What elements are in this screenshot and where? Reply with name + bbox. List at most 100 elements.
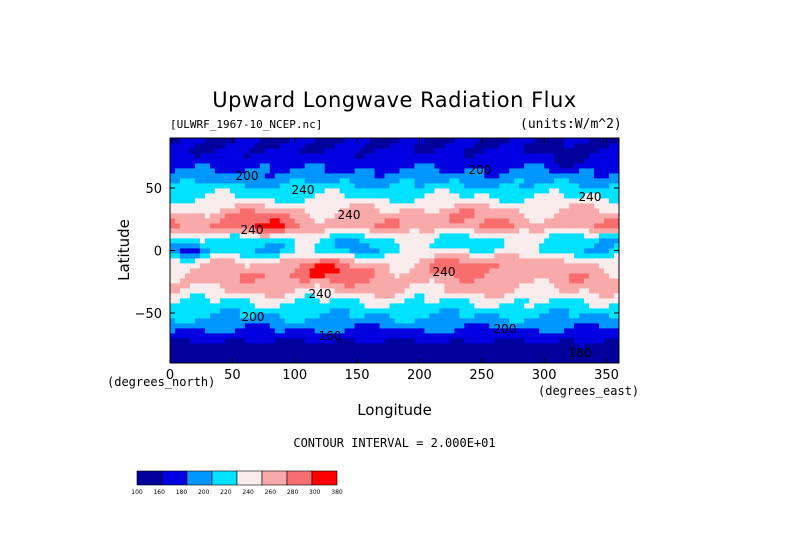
heatmap-cell	[239, 333, 246, 339]
heatmap-cell	[334, 313, 341, 319]
heatmap-cell	[409, 313, 415, 319]
heatmap-cell	[569, 358, 575, 364]
heatmap-cell	[319, 303, 326, 309]
heatmap-cell	[419, 183, 425, 189]
heatmap-cell	[569, 198, 575, 204]
heatmap-cell	[404, 233, 410, 239]
heatmap-cell	[444, 273, 450, 279]
heatmap-cell	[314, 328, 321, 334]
heatmap-cell	[394, 273, 400, 279]
heatmap-cell	[339, 163, 346, 169]
contour-label: 240	[579, 190, 602, 204]
heatmap-cell	[594, 298, 600, 304]
heatmap-cell	[509, 283, 515, 289]
heatmap-cell	[489, 233, 495, 239]
heatmap-cell	[359, 158, 365, 164]
heatmap-cell	[234, 278, 241, 284]
heatmap-cell	[584, 343, 590, 349]
heatmap-cell	[594, 268, 600, 274]
heatmap-cell	[424, 313, 430, 319]
heatmap-cell	[404, 333, 410, 339]
heatmap-cell	[509, 223, 515, 229]
heatmap-cell	[569, 273, 575, 279]
heatmap-cell	[170, 313, 176, 319]
heatmap-cell	[394, 218, 400, 224]
heatmap-cell	[509, 208, 515, 214]
heatmap-cell	[359, 238, 365, 244]
heatmap-cell	[524, 198, 530, 204]
heatmap-cell	[379, 283, 385, 289]
heatmap-cell	[494, 343, 500, 349]
heatmap-cell	[259, 163, 266, 169]
heatmap-cell	[514, 268, 520, 274]
heatmap-cell	[274, 173, 281, 179]
heatmap-cell	[219, 158, 226, 164]
heatmap-cell	[434, 333, 440, 339]
heatmap-cell	[414, 158, 420, 164]
heatmap-cell	[429, 158, 435, 164]
heatmap-cell	[404, 318, 410, 324]
heatmap-cell	[569, 183, 575, 189]
heatmap-cell	[349, 313, 355, 319]
heatmap-cell	[414, 273, 420, 279]
heatmap-cell	[454, 283, 460, 289]
heatmap-cell	[214, 233, 221, 239]
heatmap-cell	[279, 348, 286, 354]
heatmap-cell	[204, 168, 211, 174]
heatmap-cell	[289, 303, 296, 309]
heatmap-cell	[474, 178, 480, 184]
heatmap-cell	[479, 273, 485, 279]
heatmap-cell	[339, 223, 346, 229]
heatmap-cell	[184, 153, 191, 159]
heatmap-cell	[494, 258, 500, 264]
heatmap-cell	[284, 358, 291, 364]
heatmap-cell	[489, 223, 495, 229]
heatmap-cell	[179, 278, 186, 284]
heatmap-cell	[334, 248, 341, 254]
heatmap-cell	[249, 358, 256, 364]
heatmap-cell	[379, 138, 385, 144]
heatmap-cell	[569, 278, 575, 284]
heatmap-cell	[249, 153, 256, 159]
heatmap-cell	[219, 253, 226, 259]
heatmap-cell	[264, 333, 271, 339]
heatmap-cell	[194, 353, 201, 359]
heatmap-cell	[234, 298, 241, 304]
heatmap-cell	[199, 148, 206, 154]
heatmap-cell	[239, 243, 246, 249]
heatmap-cell	[459, 253, 465, 259]
heatmap-cell	[289, 338, 296, 344]
heatmap-cell	[524, 203, 530, 209]
heatmap-cell	[444, 318, 450, 324]
heatmap-cell	[229, 323, 236, 329]
heatmap-cell	[274, 338, 281, 344]
heatmap-cell	[174, 193, 181, 199]
heatmap-cell	[369, 253, 375, 259]
heatmap-cell	[274, 203, 281, 209]
heatmap-cell	[494, 168, 500, 174]
heatmap-cell	[339, 243, 346, 249]
heatmap-cell	[234, 228, 241, 234]
heatmap-cell	[374, 183, 380, 189]
heatmap-cell	[179, 293, 186, 299]
heatmap-cell	[499, 218, 505, 224]
heatmap-cell	[229, 193, 236, 199]
heatmap-cell	[294, 228, 301, 234]
heatmap-cell	[479, 323, 485, 329]
heatmap-cell	[549, 308, 555, 314]
heatmap-cell	[594, 233, 600, 239]
heatmap-cell	[349, 153, 355, 159]
heatmap-cell	[294, 313, 301, 319]
heatmap-cell	[419, 333, 425, 339]
heatmap-cell	[279, 158, 286, 164]
heatmap-cell	[464, 273, 470, 279]
heatmap-cell	[429, 223, 435, 229]
heatmap-cell	[474, 258, 480, 264]
heatmap-cell	[409, 293, 415, 299]
heatmap-cell	[564, 218, 570, 224]
heatmap-cell	[529, 183, 535, 189]
heatmap-cell	[519, 358, 525, 364]
heatmap-cell	[434, 248, 440, 254]
heatmap-cell	[209, 178, 216, 184]
heatmap-cell	[229, 168, 236, 174]
